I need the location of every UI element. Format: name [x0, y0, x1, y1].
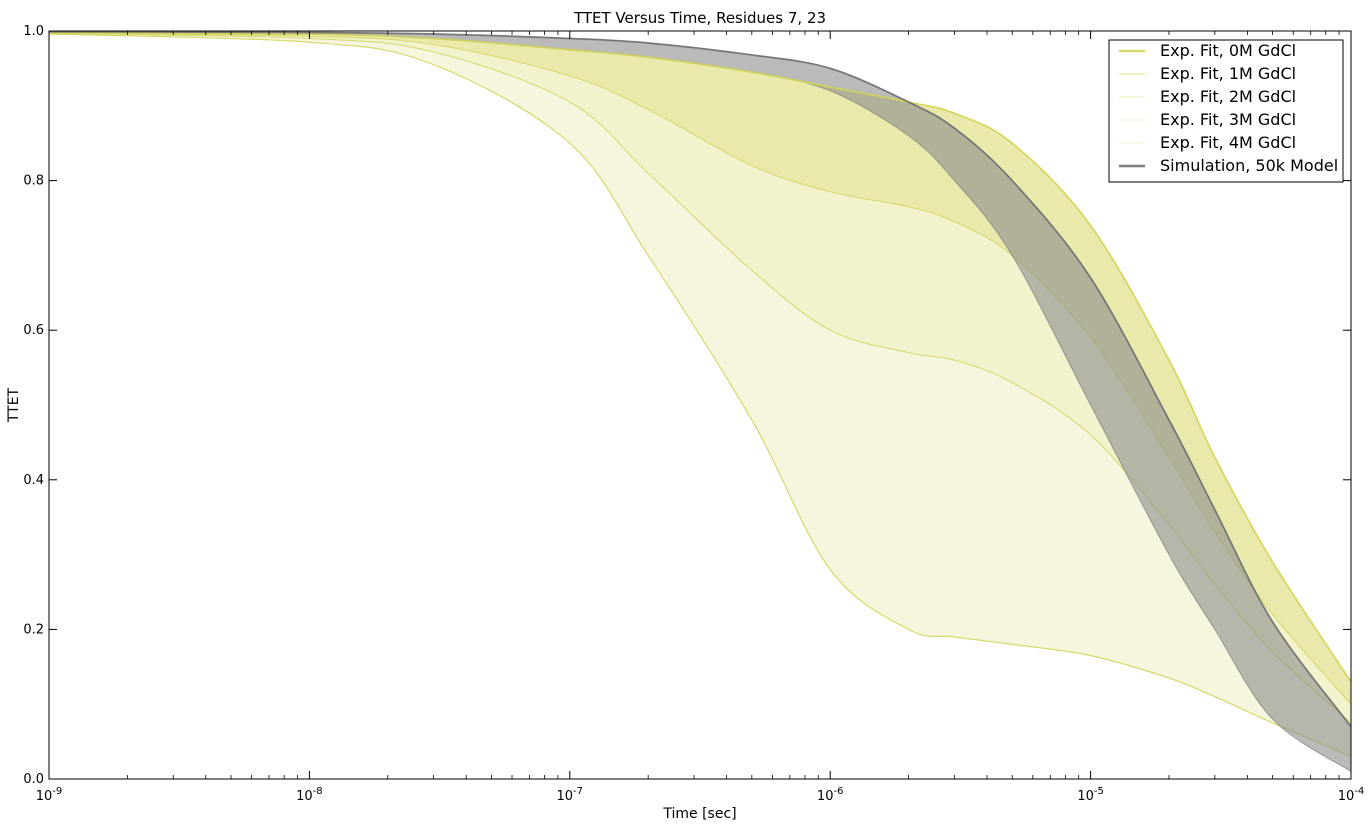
y-tick-label: 0.8 [23, 174, 44, 189]
x-tick-label: 10-9 [36, 786, 63, 804]
y-tick-label: 0.4 [23, 473, 44, 488]
legend-label-0: Exp. Fit, 0M GdCl [1160, 41, 1296, 60]
x-tick-label: 10-8 [296, 786, 323, 804]
y-tick-label: 1.0 [23, 24, 44, 39]
y-tick-label: 0.6 [23, 323, 44, 338]
x-axis-label: Time [sec] [662, 806, 736, 822]
chart-title: TTET Versus Time, Residues 7, 23 [573, 9, 826, 27]
legend-label-4: Exp. Fit, 4M GdCl [1160, 133, 1296, 152]
legend-label-5: Simulation, 50k Model [1160, 156, 1338, 175]
y-tick-label: 0.0 [23, 772, 44, 787]
x-tick-label: 10-6 [817, 786, 844, 804]
x-tick-label: 10-4 [1338, 786, 1365, 804]
legend: Exp. Fit, 0M GdCl Exp. Fit, 1M GdCl Exp. F… [1109, 40, 1343, 182]
y-tick-label: 0.2 [23, 622, 44, 637]
x-tick-label: 10-5 [1077, 786, 1104, 804]
y-axis-label: TTET [6, 387, 22, 423]
legend-label-2: Exp. Fit, 2M GdCl [1160, 87, 1296, 106]
legend-label-1: Exp. Fit, 1M GdCl [1160, 64, 1296, 83]
x-tick-label: 10-7 [557, 786, 584, 804]
legend-label-3: Exp. Fit, 3M GdCl [1160, 110, 1296, 129]
